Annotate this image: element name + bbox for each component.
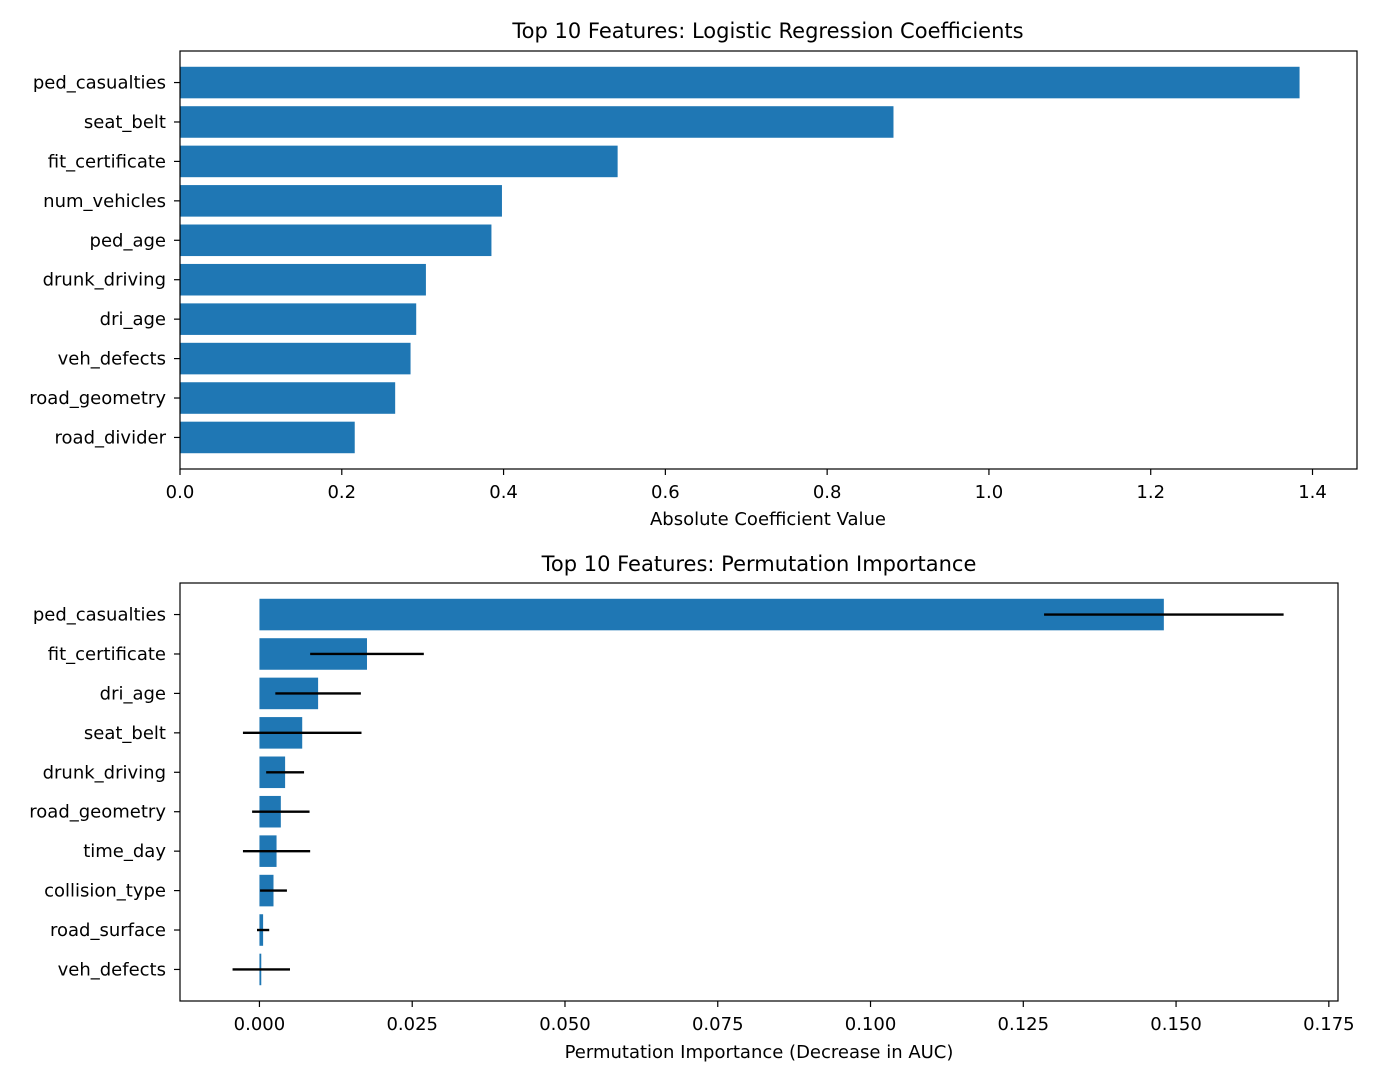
coefficients-y-axis: ped_casualties seat_belt fit_certificatenu…	[29, 73, 180, 448]
y-tick-label: fit_certificate	[48, 644, 166, 665]
y-tick-label: dri_age	[100, 309, 166, 330]
permutation-bars	[259, 598, 1164, 986]
x-tick-label: 0.075	[692, 1014, 744, 1035]
bar-road-divider	[180, 421, 355, 454]
y-tick-label: collision_type	[44, 881, 166, 902]
permutation-y-axis: ped_casualties fit_certificate dri_ageseat…	[29, 605, 180, 980]
bar-ped-casualties	[180, 66, 1300, 99]
y-tick-label: veh_defects	[58, 959, 166, 980]
x-tick-label: 0.8	[813, 482, 842, 503]
y-tick-label: ped_casualties	[33, 73, 166, 94]
x-tick-label: 1.4	[1298, 482, 1327, 503]
y-tick-label: road_geometry	[29, 388, 166, 409]
x-tick-label: 0.025	[386, 1014, 438, 1035]
x-tick-label: 0.6	[651, 482, 680, 503]
y-tick-label: seat_belt	[84, 723, 166, 744]
coefficients-x-axis-label: Absolute Coefficient Value	[650, 509, 886, 530]
bar-fit-certificate	[180, 145, 618, 178]
x-tick-label: 0.125	[998, 1014, 1050, 1035]
bar-num-vehicles	[180, 185, 502, 217]
bar-ped-age	[180, 224, 492, 257]
permutation-plot-frame	[179, 582, 1339, 1002]
permutation-chart: Top 10 Features: Permutation Importance …	[29, 552, 1354, 1063]
x-tick-label: 1.2	[1136, 482, 1165, 503]
x-tick-label: 0.100	[845, 1014, 897, 1035]
coefficients-chart: Top 10 Features: Logistic Regression Coe…	[29, 19, 1358, 530]
permutation-chart-title: Top 10 Features: Permutation Importance	[541, 552, 977, 576]
y-tick-label: time_day	[83, 841, 166, 862]
x-tick-label: 0.0	[166, 482, 195, 503]
y-tick-label: seat_belt	[84, 112, 166, 133]
y-tick-label: drunk_driving	[43, 762, 166, 783]
x-tick-label: 0.175	[1303, 1014, 1355, 1035]
bar-dri-age	[180, 303, 417, 335]
coefficients-x-axis: 0.0 0.2 0.4 0.6 0.8 1.0 1.2 1.4	[166, 469, 1327, 503]
bar-seat-belt	[180, 106, 894, 138]
permutation-x-axis-label: Permutation Importance (Decrease in AUC)	[565, 1042, 954, 1063]
bar-ped-casualties	[259, 598, 1164, 631]
y-tick-label: ped_age	[90, 230, 166, 251]
coefficients-chart-title: Top 10 Features: Logistic Regression Coe…	[511, 19, 1023, 43]
bar-veh-defects	[180, 342, 411, 375]
permutation-x-axis: 0.000 0.025 0.050 0.075 0.100 0.125 0.150 0.175	[234, 1001, 1355, 1035]
bar-road-geometry	[180, 382, 396, 414]
y-tick-label: road_surface	[50, 920, 166, 941]
y-tick-label: road_divider	[55, 427, 167, 448]
permutation-errorbars	[232, 613, 1284, 971]
y-tick-label: dri_age	[100, 683, 166, 704]
x-tick-label: 1.0	[975, 482, 1004, 503]
y-tick-label: fit_certificate	[48, 151, 166, 172]
x-tick-label: 0.050	[539, 1014, 591, 1035]
y-tick-label: veh_defects	[58, 349, 166, 370]
y-tick-label: drunk_driving	[43, 270, 166, 291]
coefficients-bars	[180, 66, 1300, 454]
y-tick-label: num_vehicles	[43, 191, 166, 212]
x-tick-label: 0.150	[1150, 1014, 1202, 1035]
coefficients-plot-frame	[179, 50, 1358, 470]
x-tick-label: 0.000	[234, 1014, 286, 1035]
y-tick-label: ped_casualties	[33, 605, 166, 626]
x-tick-label: 0.4	[489, 482, 518, 503]
x-tick-label: 0.2	[327, 482, 356, 503]
y-tick-label: road_geometry	[29, 802, 166, 823]
bar-drunk-driving	[180, 263, 426, 296]
